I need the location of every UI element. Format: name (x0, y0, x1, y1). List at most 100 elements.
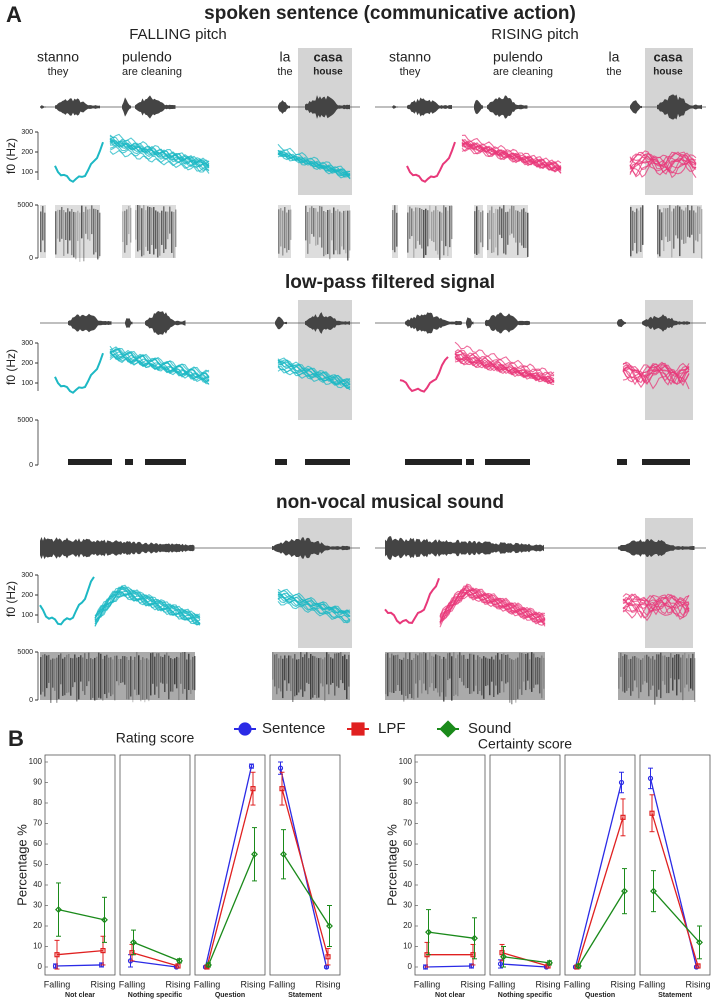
chart-title: Certainty score (478, 736, 572, 752)
spectrogram-stripe (168, 655, 170, 700)
spectrogram-stripe (493, 212, 495, 253)
spectrogram-stripe (48, 654, 50, 683)
spectrogram (485, 459, 530, 465)
spectrogram-stripe (638, 210, 640, 252)
panel-frame (194, 754, 266, 976)
spectrogram-stripe (469, 653, 471, 694)
spectrogram-stripe (664, 655, 666, 685)
spectrogram-stripe (668, 656, 670, 694)
spectrogram-stripe (439, 211, 441, 260)
panel-label: A (6, 2, 22, 27)
waveform (657, 94, 702, 120)
data-point (55, 906, 62, 914)
spectrogram-stripe (97, 209, 99, 260)
condition-label: FALLING pitch (129, 26, 227, 43)
pitch-contour (439, 590, 546, 623)
spectrogram-stripe (387, 652, 389, 697)
spectrogram-stripe (169, 206, 171, 234)
f0-tick-label: 200 (21, 149, 33, 156)
data-point (250, 786, 256, 792)
spectrogram (407, 205, 452, 258)
spectrogram (125, 459, 133, 465)
data-point (618, 779, 625, 786)
data-point (280, 850, 287, 858)
pitch-contour (94, 589, 201, 622)
spectrogram-stripe (478, 209, 480, 254)
spectrogram-stripe (339, 211, 341, 255)
spectrogram-stripe (642, 658, 644, 685)
spectrogram-stripe (465, 658, 467, 689)
spectrogram-stripe (70, 657, 72, 696)
spectrogram-stripe (646, 654, 648, 683)
y-tick-label: 90 (403, 778, 412, 787)
spectrogram-stripe (521, 209, 523, 246)
spectrogram-stripe (62, 658, 64, 696)
spectrogram-stripe (137, 205, 139, 252)
spectrogram-stripe (332, 658, 334, 683)
spectrogram-stripe (122, 655, 124, 683)
spectrogram-stripe (685, 207, 687, 244)
spectrogram (122, 205, 131, 258)
pitch-contour (629, 158, 697, 179)
spectrogram-stripe (429, 652, 431, 688)
spectrogram-stripe (421, 209, 423, 249)
spectrogram-stripe (441, 659, 443, 693)
spectrogram-stripe (338, 653, 340, 688)
data-point (468, 963, 475, 969)
spectrogram-stripe (40, 211, 42, 253)
spectrogram-stripe (349, 210, 351, 251)
spectrogram-stripe (92, 659, 94, 698)
spectrogram-stripe (453, 652, 455, 696)
spectrogram-stripe (481, 658, 483, 696)
spectrogram-stripe (184, 652, 186, 690)
gloss: house (653, 67, 683, 78)
data-point (500, 953, 507, 961)
spectrogram-stripe (288, 209, 290, 250)
legend-label: Sentence (262, 720, 325, 737)
f0-axis-label: f0 (Hz) (4, 349, 18, 385)
pitch-contour (629, 154, 697, 171)
spectrogram-stripe (178, 657, 180, 701)
spectrogram-stripe (697, 206, 699, 242)
spectrogram-stripe (342, 656, 344, 684)
spectrogram-stripe (40, 657, 42, 695)
spectrogram-stripe (83, 211, 85, 262)
series-line (500, 963, 547, 968)
spectrogram-stripe (334, 653, 336, 696)
spectrogram-stripe (126, 656, 128, 700)
spectrogram-stripe (503, 205, 505, 254)
panel-label: Nothing specific (498, 992, 553, 999)
pitch-contour (406, 141, 456, 183)
legend-marker (439, 720, 457, 738)
spectrogram-stripe (487, 212, 489, 251)
highlight (298, 518, 352, 648)
pitch-contour (109, 353, 210, 385)
spectrogram-stripe (634, 656, 636, 681)
spectrogram-stripe (658, 654, 660, 690)
spectrogram-stripe (294, 654, 296, 697)
pitch-contour (277, 596, 351, 617)
waveform (474, 99, 483, 115)
x-tick-label: Rising (460, 979, 485, 989)
series-line (207, 854, 256, 966)
series-line (130, 960, 177, 968)
spectrogram-stripe (527, 212, 529, 257)
panel-frame (269, 754, 341, 976)
panel-frame (639, 754, 711, 976)
y-tick-label: 90 (33, 778, 42, 787)
spectrogram-stripe (679, 206, 681, 257)
spectrogram-stripe (316, 657, 318, 699)
spectrogram-stripe (307, 211, 309, 254)
series-line (204, 765, 253, 968)
spectrogram-stripe (75, 212, 77, 260)
spectrogram-stripe (427, 659, 429, 695)
spectrogram-stripe (344, 654, 346, 691)
data-point (248, 763, 255, 769)
spectrogram-stripe (433, 656, 435, 691)
spectrogram-stripe (543, 657, 545, 689)
f0-tick-label: 300 (21, 129, 33, 136)
waveform (630, 100, 642, 114)
spectrogram-stripe (161, 210, 163, 245)
spectrogram-stripe (305, 205, 307, 241)
spectrogram-stripe (515, 210, 517, 243)
